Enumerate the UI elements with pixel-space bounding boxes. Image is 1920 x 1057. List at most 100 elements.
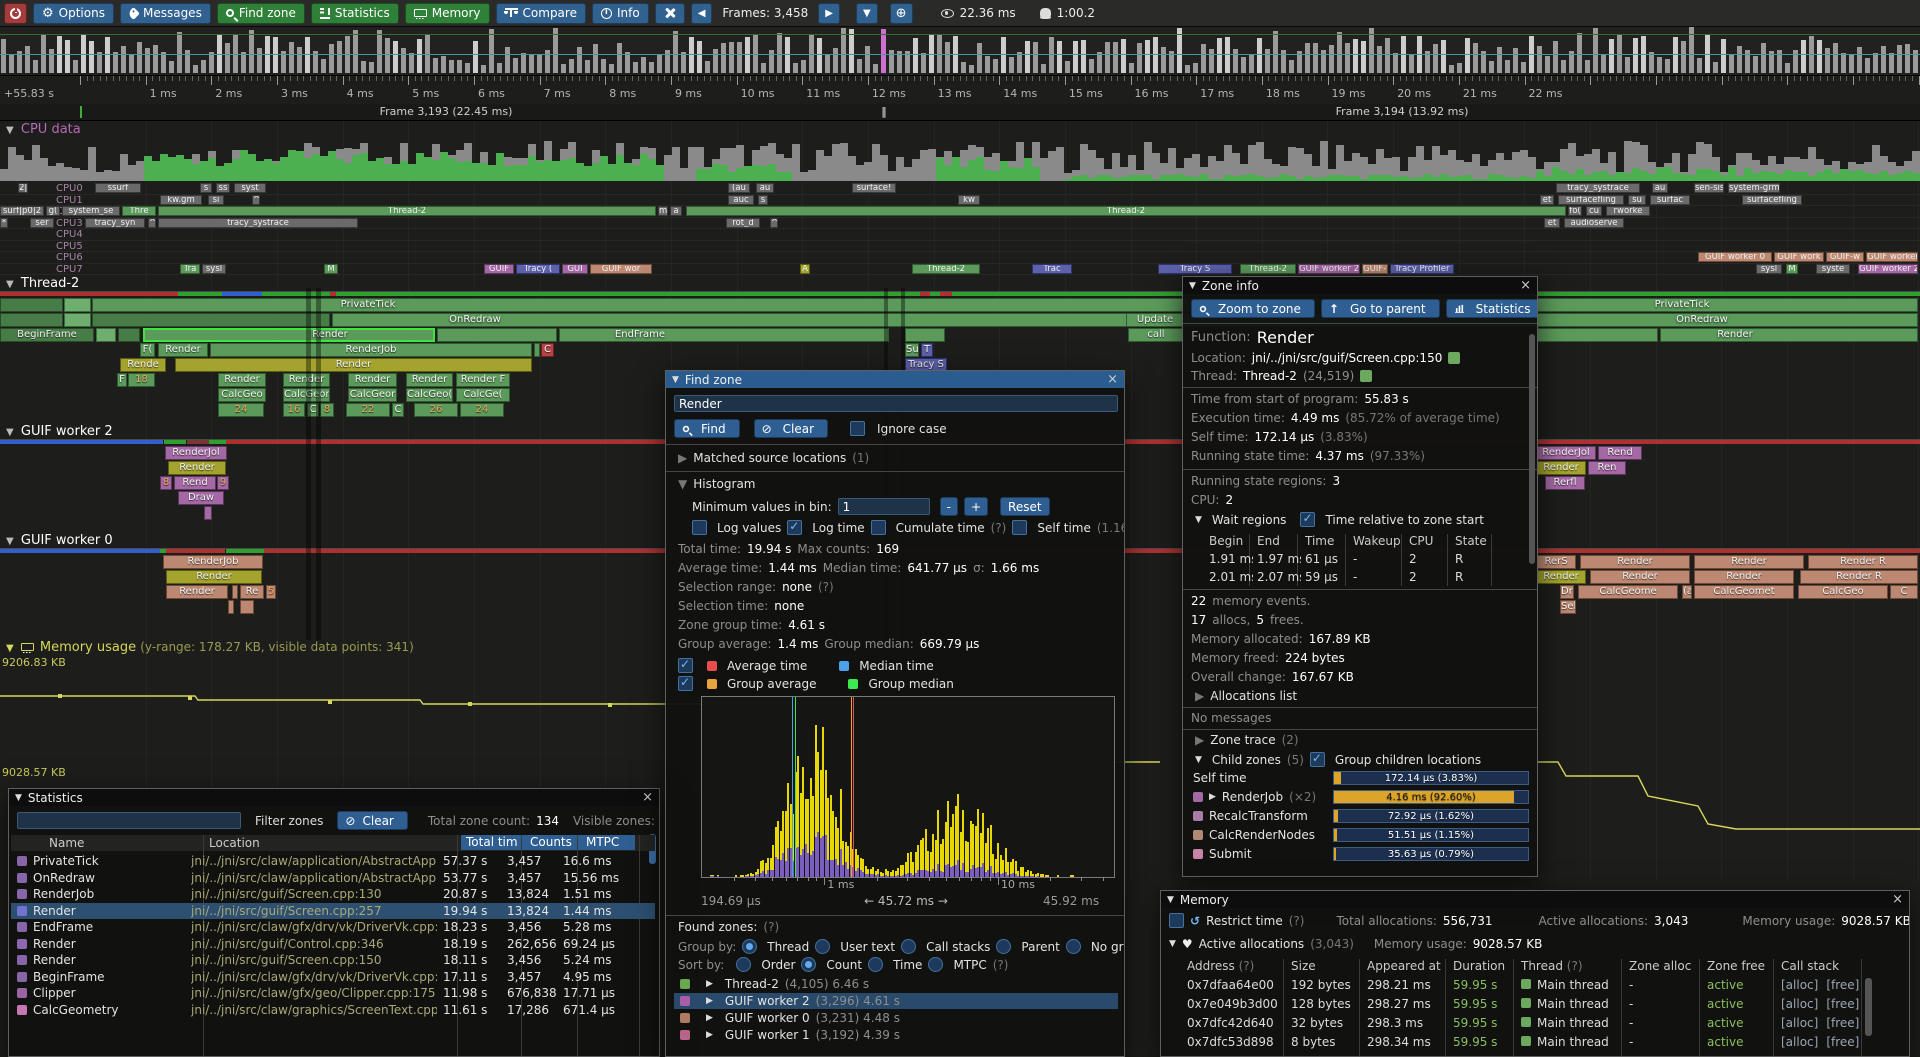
cpu-chip[interactable]: et xyxy=(1544,217,1560,228)
timeline-zone[interactable]: Render xyxy=(406,373,453,387)
timeline-zone[interactable] xyxy=(534,343,540,357)
cpu-chip[interactable]: si xyxy=(208,194,224,205)
prev-frame-button[interactable]: ◀ xyxy=(690,2,713,24)
collapse-icon[interactable]: ▼ xyxy=(6,643,17,654)
self-time-row[interactable]: Self time xyxy=(1193,771,1252,785)
timeline-zone[interactable] xyxy=(0,298,63,312)
cpu-chip[interactable]: fo( xyxy=(1568,206,1582,216)
timeline-zone[interactable]: CalcGeo( xyxy=(406,388,453,402)
cpu-chip[interactable]: surfacefling xyxy=(1558,194,1624,205)
found-zone-group[interactable]: ▶ GUIF worker 0 (3,231) 4.48 s xyxy=(680,1010,906,1026)
timeline-zone[interactable]: CalcGeor xyxy=(348,388,397,402)
table-row[interactable]: Render jni/../jni/src/guif/Control.cpp:34… xyxy=(17,936,621,952)
zone-info-window-titlebar[interactable]: ▼ Zone info × xyxy=(1183,277,1537,294)
timeline-zone[interactable]: C xyxy=(1890,585,1918,599)
cpu-chip[interactable]: kw xyxy=(958,194,980,205)
close-icon[interactable]: × xyxy=(1107,372,1118,387)
cumulate-time-checkbox[interactable] xyxy=(870,520,886,535)
cpu-chip[interactable]: auc xyxy=(728,194,754,205)
expand-icon[interactable]: ▶ xyxy=(706,996,713,1006)
timeline-zone[interactable] xyxy=(118,328,140,342)
cpu-chip[interactable]: au xyxy=(756,183,774,193)
cpu-chip[interactable]: kw.gm xyxy=(160,194,202,205)
timeline-zone[interactable]: Render xyxy=(175,358,532,372)
found-zone-group[interactable]: ▶ Thread-2 (4,105) 6.46 s xyxy=(680,976,875,992)
timeline-zone[interactable]: 8 xyxy=(320,403,334,417)
alloc-callstack-link[interactable]: [alloc] xyxy=(1781,978,1819,992)
allocation-address[interactable]: 0x7e049b3d00 xyxy=(1187,997,1278,1011)
timeline-zone[interactable]: CalcGe( xyxy=(456,388,510,402)
wait-column-header[interactable]: Time xyxy=(1305,534,1335,548)
cpu-chip[interactable]: GUIF-w xyxy=(1362,263,1388,274)
timeline-zone[interactable]: F xyxy=(117,373,127,387)
table-row[interactable]: OnRedraw jni/../jni/src/claw/application/… xyxy=(17,870,625,886)
column-header-location[interactable]: Location xyxy=(209,836,260,850)
cpu-chip[interactable]: ^ xyxy=(148,217,156,228)
wait-column-header[interactable]: Wakeup xyxy=(1353,534,1401,548)
group-by-no-grouping-radio[interactable] xyxy=(1065,939,1081,954)
next-frame-button[interactable]: ▶ xyxy=(818,2,840,24)
timeline-zone[interactable] xyxy=(1536,328,1658,342)
cpu-chip[interactable]: Thread-2 xyxy=(1240,263,1296,274)
wait-column-header[interactable]: Begin xyxy=(1209,534,1244,548)
cpu-chip[interactable]: system_se xyxy=(62,206,120,216)
zone-info-window[interactable]: ▼ Zone info × Zoom to zone ↑ Go to parent Sta… xyxy=(1182,276,1538,877)
zoom-to-zone-button[interactable]: Zoom to zone xyxy=(1191,299,1315,318)
child-zone-row[interactable]: RecalcTransform xyxy=(1193,809,1314,823)
timeline-zone[interactable]: Render R xyxy=(1800,570,1918,584)
cpu-chip[interactable]: GUIF worker 0 xyxy=(1698,252,1772,262)
log-time-checkbox[interactable] xyxy=(787,519,803,535)
cpu-chip[interactable]: su xyxy=(1628,194,1646,205)
child-zone-row[interactable]: CalcRenderNodes xyxy=(1193,828,1321,842)
timeline-zone[interactable] xyxy=(905,328,945,342)
cpu-chip[interactable]: GUIF worker 2 xyxy=(1298,263,1360,274)
group-by-parent-radio[interactable] xyxy=(996,939,1012,954)
restrict-time-checkbox[interactable] xyxy=(1169,913,1184,928)
column-header-name[interactable]: Name xyxy=(49,836,85,850)
timeline-zone[interactable]: CalcGeo xyxy=(218,388,266,402)
cpu-chip[interactable]: Tra xyxy=(180,263,200,274)
timeline-zone[interactable]: Render xyxy=(1694,570,1794,584)
timeline-zone[interactable]: F( xyxy=(140,343,155,357)
sort-by-count-radio[interactable] xyxy=(801,957,817,972)
collapse-icon[interactable]: ▼ xyxy=(1195,754,1202,765)
timeline-zone[interactable]: Render xyxy=(283,373,330,387)
timeline-zone[interactable]: RenderJol xyxy=(1536,446,1596,460)
cpu-chip[interactable]: ^ xyxy=(252,194,260,205)
cpu-chip[interactable]: cu xyxy=(1586,206,1602,216)
self-time-checkbox[interactable] xyxy=(1012,520,1028,535)
clear-button[interactable]: ⊘ Clear xyxy=(753,419,829,438)
close-icon[interactable]: × xyxy=(1892,892,1903,907)
alloc-callstack-link[interactable]: [alloc] xyxy=(1781,1035,1819,1049)
cpu-chip[interactable]: au xyxy=(1652,183,1668,193)
timeline-zone[interactable] xyxy=(0,313,63,327)
statistics-button[interactable]: Statistics xyxy=(1445,299,1537,318)
timeline-zone[interactable]: Render xyxy=(348,373,397,387)
timeline-zone[interactable] xyxy=(228,600,234,614)
timeline-zone[interactable] xyxy=(96,328,116,342)
allocation-address[interactable]: 0x7dfaa64e00 xyxy=(1187,978,1274,992)
timeline-zone[interactable]: 8 xyxy=(160,476,172,490)
free-callstack-link[interactable]: [free] xyxy=(1826,997,1859,1011)
thread-header[interactable]: ▼ Thread-2 xyxy=(6,276,79,291)
allocation-address[interactable]: 0x7dfc42d640 xyxy=(1187,1016,1274,1030)
cpu-chip[interactable]: sen-sis xyxy=(1694,183,1724,193)
timeline-zone[interactable] xyxy=(559,328,889,342)
timeline-zone[interactable]: Sel xyxy=(1560,600,1576,614)
timeline-zone[interactable] xyxy=(64,298,91,312)
cpu-chip[interactable]: surface! xyxy=(852,183,896,193)
cpu-chip[interactable]: rot_d xyxy=(726,217,760,228)
timeline-zone[interactable]: Rende xyxy=(120,358,166,372)
cpu-chip[interactable]: 2| xyxy=(18,183,28,193)
wait-column-header[interactable]: End xyxy=(1257,534,1280,548)
collapse-icon[interactable]: ▼ xyxy=(1189,280,1196,291)
timeline-zone[interactable]: Rend xyxy=(174,476,216,490)
column-header-counts[interactable]: Counts xyxy=(525,835,583,850)
find-zone-button[interactable]: Find zone xyxy=(216,2,305,24)
cpu-chip[interactable]: Trac xyxy=(1032,263,1072,274)
cpu-data-header[interactable]: ▼ CPU data xyxy=(6,122,81,137)
alloc-callstack-link[interactable]: [alloc] xyxy=(1781,997,1819,1011)
close-icon[interactable]: × xyxy=(1520,278,1531,293)
timeline-zone[interactable]: RerS xyxy=(1536,555,1576,569)
timeline-zone[interactable]: 24 xyxy=(460,403,504,417)
